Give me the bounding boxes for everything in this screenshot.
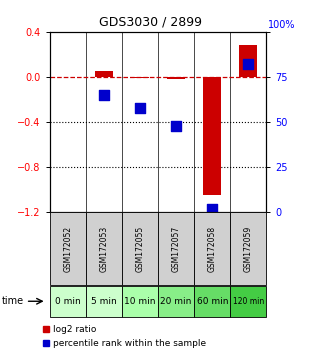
Point (101, 92, 107, 98)
Text: 120 min: 120 min (233, 297, 264, 306)
Text: GSM172058: GSM172058 (208, 225, 217, 272)
Bar (95, 72, 113, 77)
Text: GSM172053: GSM172053 (100, 225, 108, 272)
Text: GDS3030 / 2899: GDS3030 / 2899 (100, 16, 202, 29)
Bar (131, 77, 149, 78)
Text: time: time (2, 296, 24, 306)
Point (174, 123, 179, 129)
Point (210, 206, 215, 212)
Bar (239, 45, 257, 77)
Text: 10 min: 10 min (124, 297, 156, 306)
Point (246, 62, 251, 67)
Text: GSM172052: GSM172052 (63, 225, 72, 272)
Text: 20 min: 20 min (160, 297, 192, 306)
Text: GSM172059: GSM172059 (244, 225, 253, 272)
Legend: log2 ratio, percentile rank within the sample: log2 ratio, percentile rank within the s… (43, 325, 206, 348)
Bar (203, 77, 221, 195)
Text: GSM172055: GSM172055 (135, 225, 144, 272)
Text: 0 min: 0 min (55, 297, 81, 306)
Text: 5 min: 5 min (91, 297, 117, 306)
Point (137, 105, 143, 110)
Bar (167, 77, 185, 79)
Text: 60 min: 60 min (196, 297, 228, 306)
Text: 100%: 100% (268, 20, 296, 30)
Text: GSM172057: GSM172057 (172, 225, 181, 272)
